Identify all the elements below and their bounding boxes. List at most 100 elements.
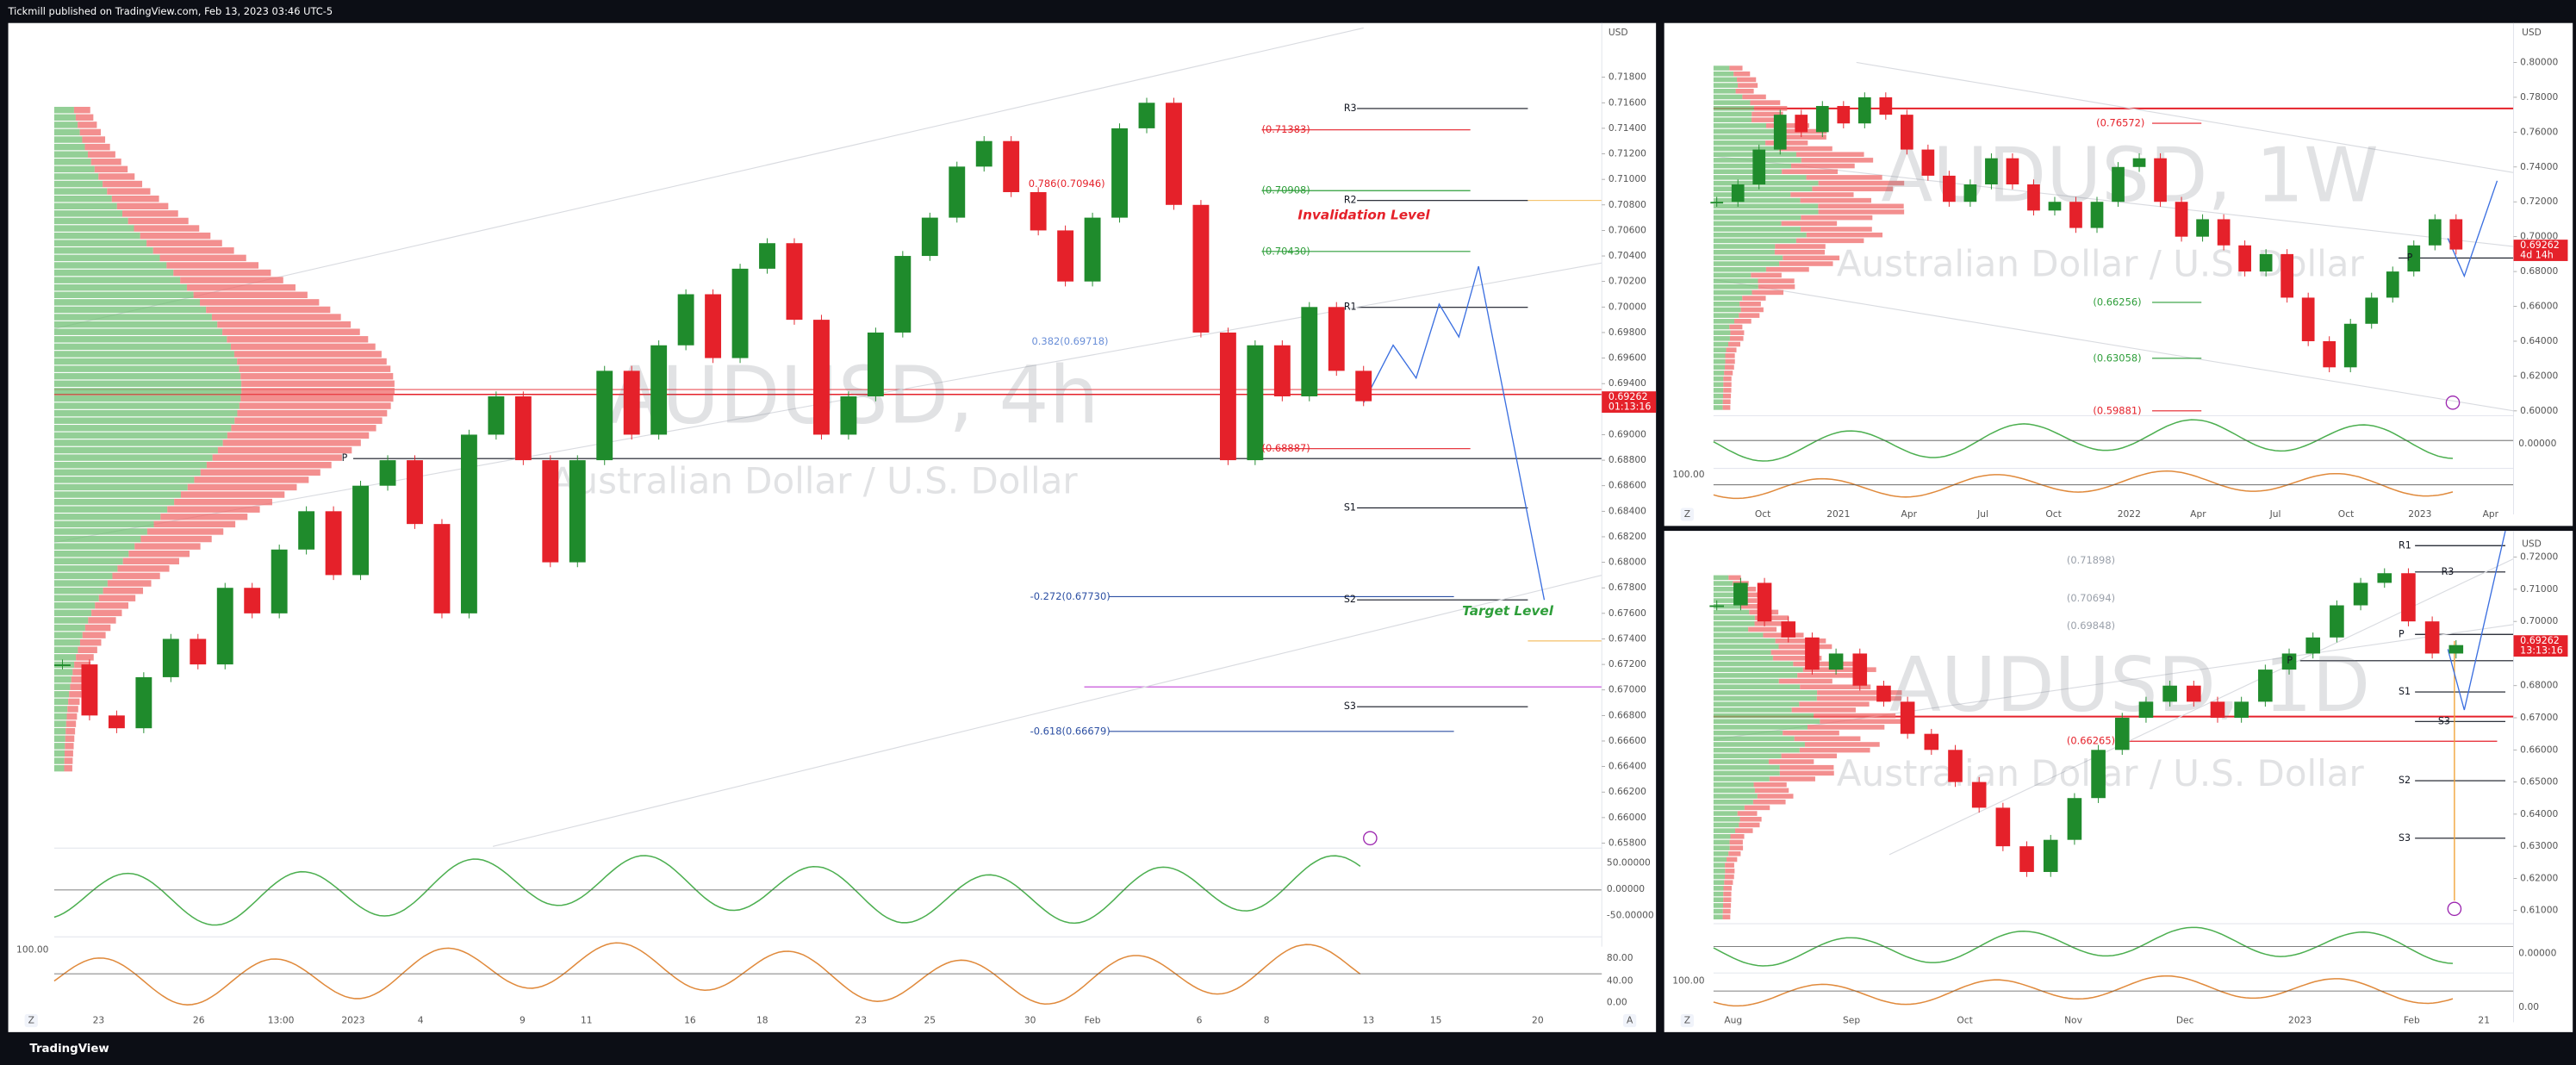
candle (488, 396, 505, 435)
volume-profile-bar (217, 446, 352, 454)
volume-profile-bar (1728, 575, 1741, 581)
volume-profile-bar (1713, 626, 1749, 632)
candle (2353, 582, 2368, 606)
panel-4h (8, 22, 1657, 1032)
volume-profile-bar (1752, 111, 1783, 117)
volume-profile-bar (1806, 232, 1883, 238)
volume-profile-bar (1729, 845, 1744, 850)
last-price-label: 0.69262 (2520, 635, 2560, 646)
last-price-label: 0.69262 (1608, 391, 1648, 402)
x-tick-label: 9 (520, 1014, 526, 1025)
volume-profile-bar (53, 380, 242, 388)
volume-profile-bar (53, 299, 201, 306)
x-tick-label: 15 (1430, 1014, 1442, 1025)
channel-line (1713, 278, 2514, 412)
volume-profile-bar (53, 565, 118, 572)
volume-profile-bar (53, 314, 212, 321)
corner-button[interactable] (1623, 1013, 1637, 1028)
corner-button[interactable] (24, 1013, 38, 1028)
volume-profile-bar (53, 262, 167, 269)
countdown: 4d 14h (2520, 249, 2554, 260)
volume-profile-bar (1725, 364, 1734, 370)
candle (2343, 323, 2357, 368)
volume-profile-bar (1713, 358, 1726, 364)
x-tick-label: Jul (2269, 508, 2281, 520)
volume-profile-bar (1713, 747, 1800, 753)
volume-profile-bar (1713, 816, 1740, 822)
corner-button[interactable] (1680, 508, 1695, 521)
y-tick-label: 0.63000 (2520, 840, 2558, 851)
volume-profile-bar (53, 476, 195, 483)
volume-profile-bar (200, 469, 320, 476)
candle (244, 588, 261, 613)
volume-profile-bar (206, 306, 331, 314)
y-tick-label: 0.71400 (1608, 122, 1646, 134)
volume-profile-bar (53, 572, 113, 580)
volume-profile-bar (122, 557, 179, 565)
annotation: -0.618(0.66679) (1030, 725, 1111, 737)
candle (460, 434, 477, 613)
volume-profile-bar (1758, 278, 1795, 283)
candle (1900, 701, 1915, 734)
volume-profile-bar (1713, 886, 1724, 891)
volume-profile-bar (1713, 684, 1801, 689)
volume-profile-bar (239, 402, 391, 409)
countdown: 01:13:16 (1608, 401, 1652, 412)
candle (1948, 750, 1963, 782)
volume-profile-bar (53, 121, 78, 128)
volume-profile-bar (1713, 71, 1734, 77)
volume-profile-bar (87, 151, 115, 158)
volume-profile-bar (53, 143, 85, 151)
volume-profile-bar (1801, 227, 1872, 232)
y-tick-label: 0.61000 (2520, 905, 2558, 916)
volume-profile-bar (1781, 753, 1838, 759)
candle (1963, 184, 1977, 202)
volume-profile-bar (1713, 581, 1733, 586)
candle (379, 460, 396, 486)
volume-profile-bar (241, 380, 395, 388)
corner-button[interactable] (1680, 1013, 1695, 1028)
oscillator-label: 100.00 (1672, 469, 1705, 480)
oscillator-line (1713, 926, 2454, 967)
annotation: (0.70908) (1261, 184, 1310, 196)
volume-profile-bar (1713, 811, 1738, 816)
volume-profile-bar (1817, 690, 1902, 695)
pivot-label: R2 (1344, 195, 1357, 206)
volume-profile-bar (53, 328, 223, 335)
candle (2259, 253, 2273, 272)
volume-profile-bar (200, 299, 320, 306)
volume-profile-bar (1779, 261, 1833, 266)
volume-profile-bar (53, 395, 241, 402)
volume-profile-bar (194, 476, 309, 483)
candle (1781, 621, 1796, 638)
volume-profile-bar (1737, 77, 1757, 83)
candle (1273, 345, 1291, 397)
volume-profile-bar (1713, 592, 1739, 598)
volume-profile-bar (159, 254, 246, 262)
volume-profile-bar (1774, 249, 1826, 255)
volume-profile-bar (1713, 695, 1817, 701)
candle (2281, 653, 2297, 670)
volume-profile-bar (53, 691, 70, 698)
volume-profile-bar (1729, 336, 1744, 341)
volume-profile-bar (53, 343, 231, 351)
volume-profile-bar (91, 609, 122, 617)
volume-profile-bar (1733, 71, 1751, 77)
volume-profile-bar (1793, 661, 1859, 667)
volume-profile-bar (1713, 77, 1738, 83)
channel-line (1856, 61, 2514, 173)
volume-profile-bar (1795, 152, 1864, 157)
volume-profile-bar (1812, 186, 1894, 192)
volume-profile-bar (117, 565, 170, 572)
volume-profile-bar (1775, 134, 1826, 140)
volume-profile-bar (1752, 117, 1783, 122)
volume-profile-bar (1713, 764, 1780, 770)
x-tick-label: Feb (2404, 1014, 2420, 1025)
y-tick-label: 0.80000 (2520, 56, 2558, 67)
volume-profile-bar (103, 180, 143, 188)
volume-profile-bar (53, 358, 238, 365)
y-tick-label: 0.66600 (1608, 735, 1646, 746)
volume-profile-bar (1795, 238, 1864, 244)
volume-profile-bar (211, 314, 341, 321)
candle (1328, 307, 1345, 371)
